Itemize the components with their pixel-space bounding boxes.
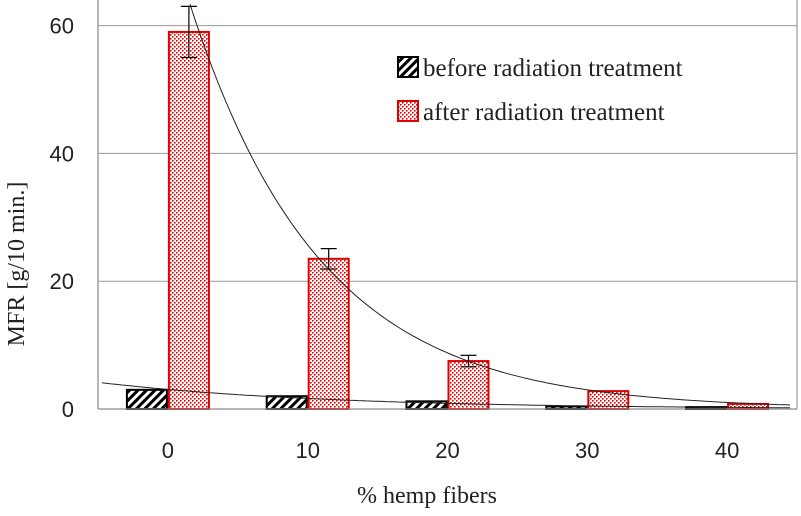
legend: before radiation treatment after radiatio…: [397, 55, 683, 126]
y-tick-label-0: 0: [62, 397, 74, 422]
x-tick-label-1: 10: [295, 438, 319, 463]
gridlines: [98, 25, 797, 282]
y-tick-label-3: 60: [50, 14, 74, 39]
y-tick-label-1: 20: [50, 269, 74, 294]
x-tick-label-4: 40: [715, 438, 739, 463]
legend-label-1: after radiation treatment: [423, 99, 665, 126]
legend-swatch-1: [397, 100, 419, 122]
bar-s1-1: [307, 257, 350, 410]
legend-swatch-0: [397, 56, 419, 78]
x-tick-label-0: 0: [162, 438, 174, 463]
x-tick-label-3: 30: [575, 438, 599, 463]
bar-s1-2: [447, 360, 490, 410]
bar-s1-0: [167, 30, 210, 410]
y-axis-title: MFR [g/10 min.]: [4, 182, 30, 347]
legend-label-0: before radiation treatment: [423, 55, 683, 82]
bar-s0-0: [125, 388, 168, 410]
bars: [125, 30, 770, 411]
trendline-1: [189, 4, 791, 406]
axes: 0 20 40 60 0 10 20 30 40: [50, 0, 798, 463]
y-tick-label-2: 40: [50, 141, 74, 166]
error-bars: [180, 5, 477, 368]
trendline-0: [101, 382, 791, 409]
x-tick-label-2: 20: [435, 438, 459, 463]
bar-s1-4: [727, 402, 770, 411]
trendlines: [101, 4, 791, 409]
x-axis-title: % hemp fibers: [357, 483, 497, 509]
